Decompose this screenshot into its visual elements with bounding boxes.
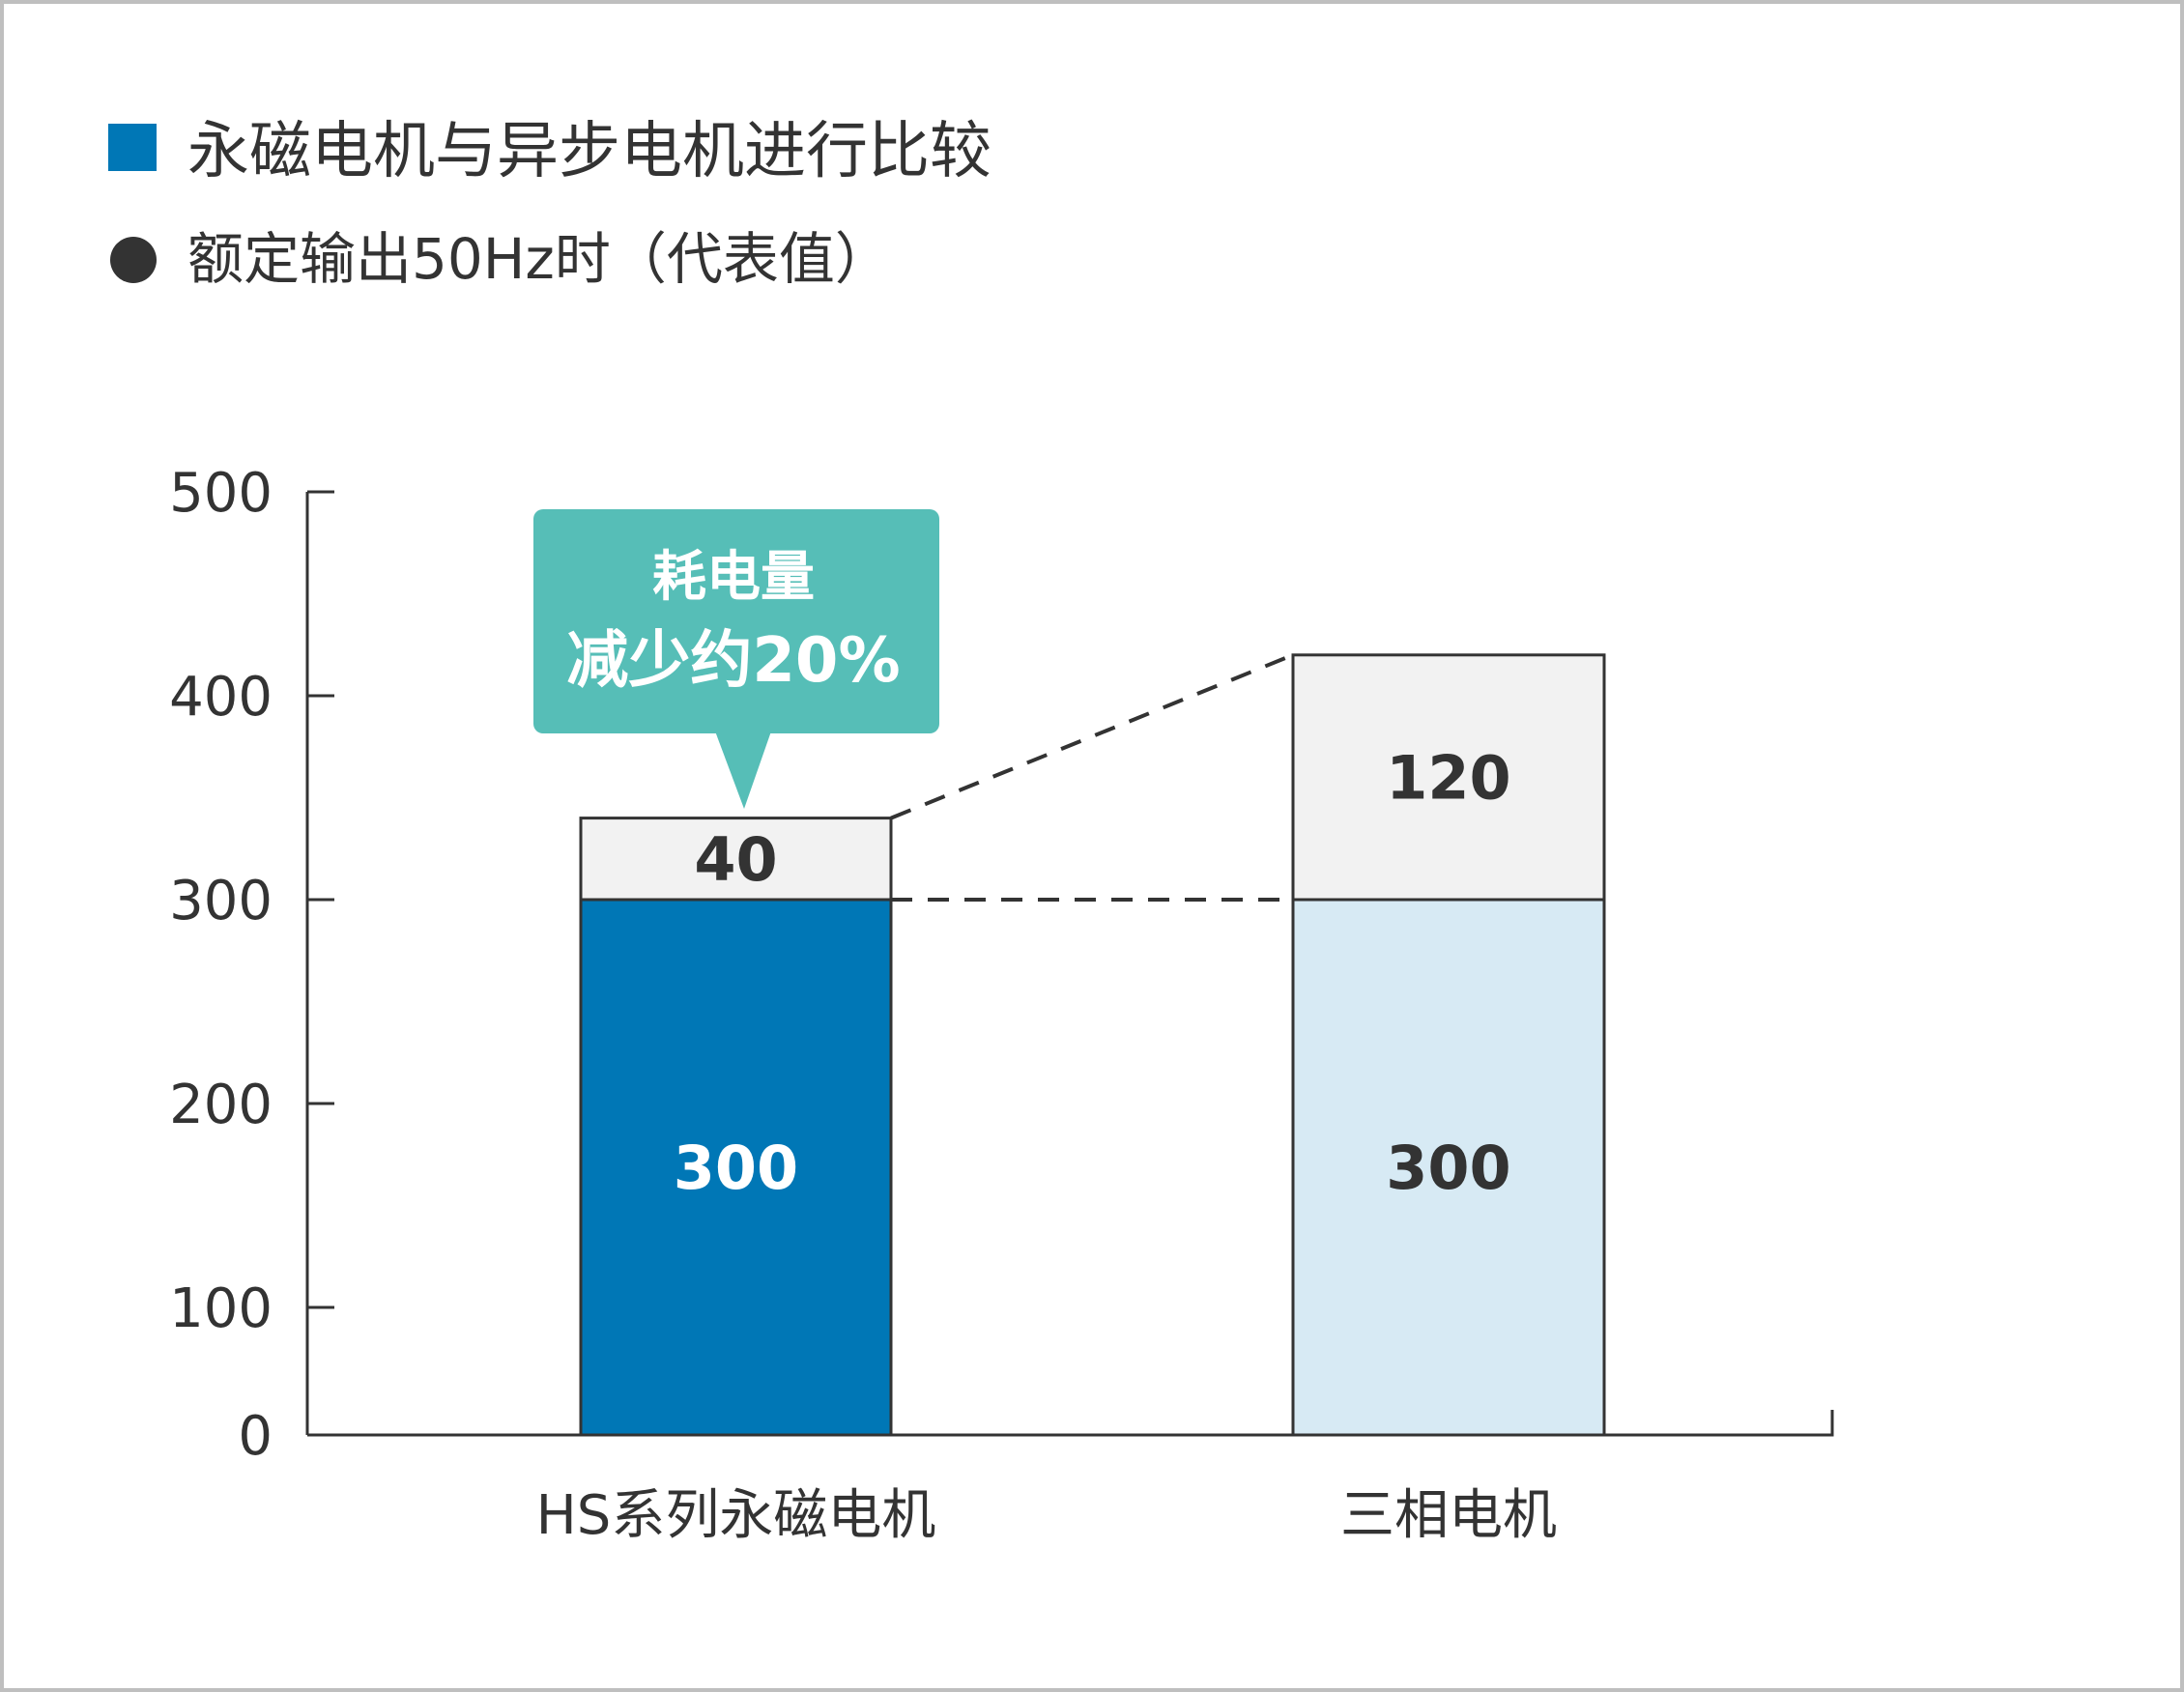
dashed-comparison-line-top <box>890 652 1294 820</box>
bar-segment <box>1291 653 1606 902</box>
data-label: 300 <box>1386 1133 1510 1203</box>
callout-line2: 减少约20% <box>566 625 900 697</box>
y-tick-label: 200 <box>169 1074 273 1136</box>
callout-pointer <box>714 729 772 809</box>
legend-circle-marker <box>110 237 157 283</box>
y-tick-label: 0 <box>238 1405 273 1468</box>
legend-square-marker <box>108 124 157 171</box>
data-label: 40 <box>694 824 777 895</box>
bar-segment <box>579 817 893 902</box>
y-tick-label: 100 <box>169 1277 273 1340</box>
category-label: 三相电机 <box>1340 1484 1557 1547</box>
y-tick-label: 500 <box>169 462 273 525</box>
legend-subtitle: 额定输出50Hz时（代表值） <box>187 226 891 292</box>
data-label: 120 <box>1386 742 1510 813</box>
callout-bubble: 耗电量 减少约20% <box>533 509 939 809</box>
callout-line1: 耗电量 <box>652 546 815 609</box>
category-label: HS系列永磁电机 <box>536 1484 936 1547</box>
callout-box <box>533 509 939 733</box>
data-label: 300 <box>674 1133 798 1203</box>
legend-title: 永磁电机与异步电机进行比较 <box>187 116 991 187</box>
y-tick-label: 300 <box>169 870 273 932</box>
y-tick-label: 400 <box>169 666 273 729</box>
bar-chart: 永磁电机与异步电机进行比较 额定输出50Hz时（代表值） 0 100 200 300 4… <box>108 116 1834 1547</box>
bar-segment <box>579 898 893 1437</box>
bar-segment <box>1291 898 1606 1437</box>
